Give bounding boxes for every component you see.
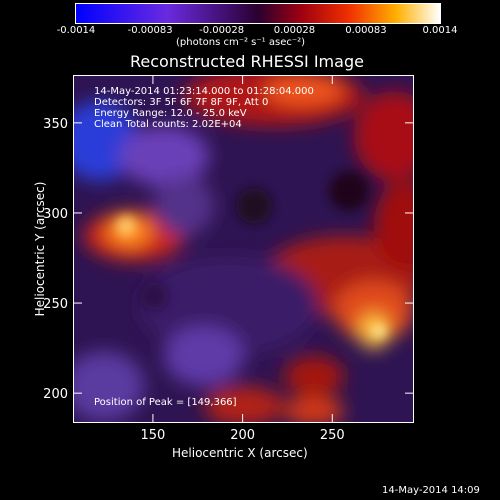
y-axis-label: Heliocentric Y (arcsec) [33,181,47,317]
plot-area: 14-May-2014 01:23:14.000 to 01:28:04.000… [73,75,414,423]
x-tick-label: 250 [320,428,345,443]
footer-timestamp: 14-May-2014 14:09 [382,485,480,496]
annotation-time-range: 14-May-2014 01:23:14.000 to 01:28:04.000 [94,86,314,97]
colorbar-tick-label: -0.0014 [56,25,96,36]
y-tick-label: 200 [43,387,68,402]
heatmap-image [74,76,413,422]
colorbar-tick-label: 0.00083 [345,25,387,36]
annotation-energy-range: Energy Range: 12.0 - 25.0 keV [94,108,247,119]
annotation-clean-counts: Clean Total counts: 2.02E+04 [94,119,242,130]
x-tick-label: 150 [141,428,166,443]
colorbar-gradient [76,4,440,23]
peak-position-label: Position of Peak = [149,366] [94,397,237,408]
colorbar-tick-label: 0.0014 [422,25,458,36]
colorbar-tick-label: 0.00028 [273,25,316,36]
colorbar [75,3,441,24]
colorbar-units-label: (photons cm⁻² s⁻¹ asec⁻²) [176,37,306,48]
x-tick-label: 200 [230,428,255,443]
colorbar-tick-label: -0.00028 [199,25,245,36]
x-axis-label: Heliocentric X (arcsec) [172,446,308,460]
y-tick-label: 350 [43,117,68,132]
annotation-detectors: Detectors: 3F 5F 6F 7F 8F 9F, Att 0 [94,97,269,108]
chart-title: Reconstructed RHESSI Image [130,52,364,71]
colorbar-tick-label: -0.00083 [127,25,173,36]
